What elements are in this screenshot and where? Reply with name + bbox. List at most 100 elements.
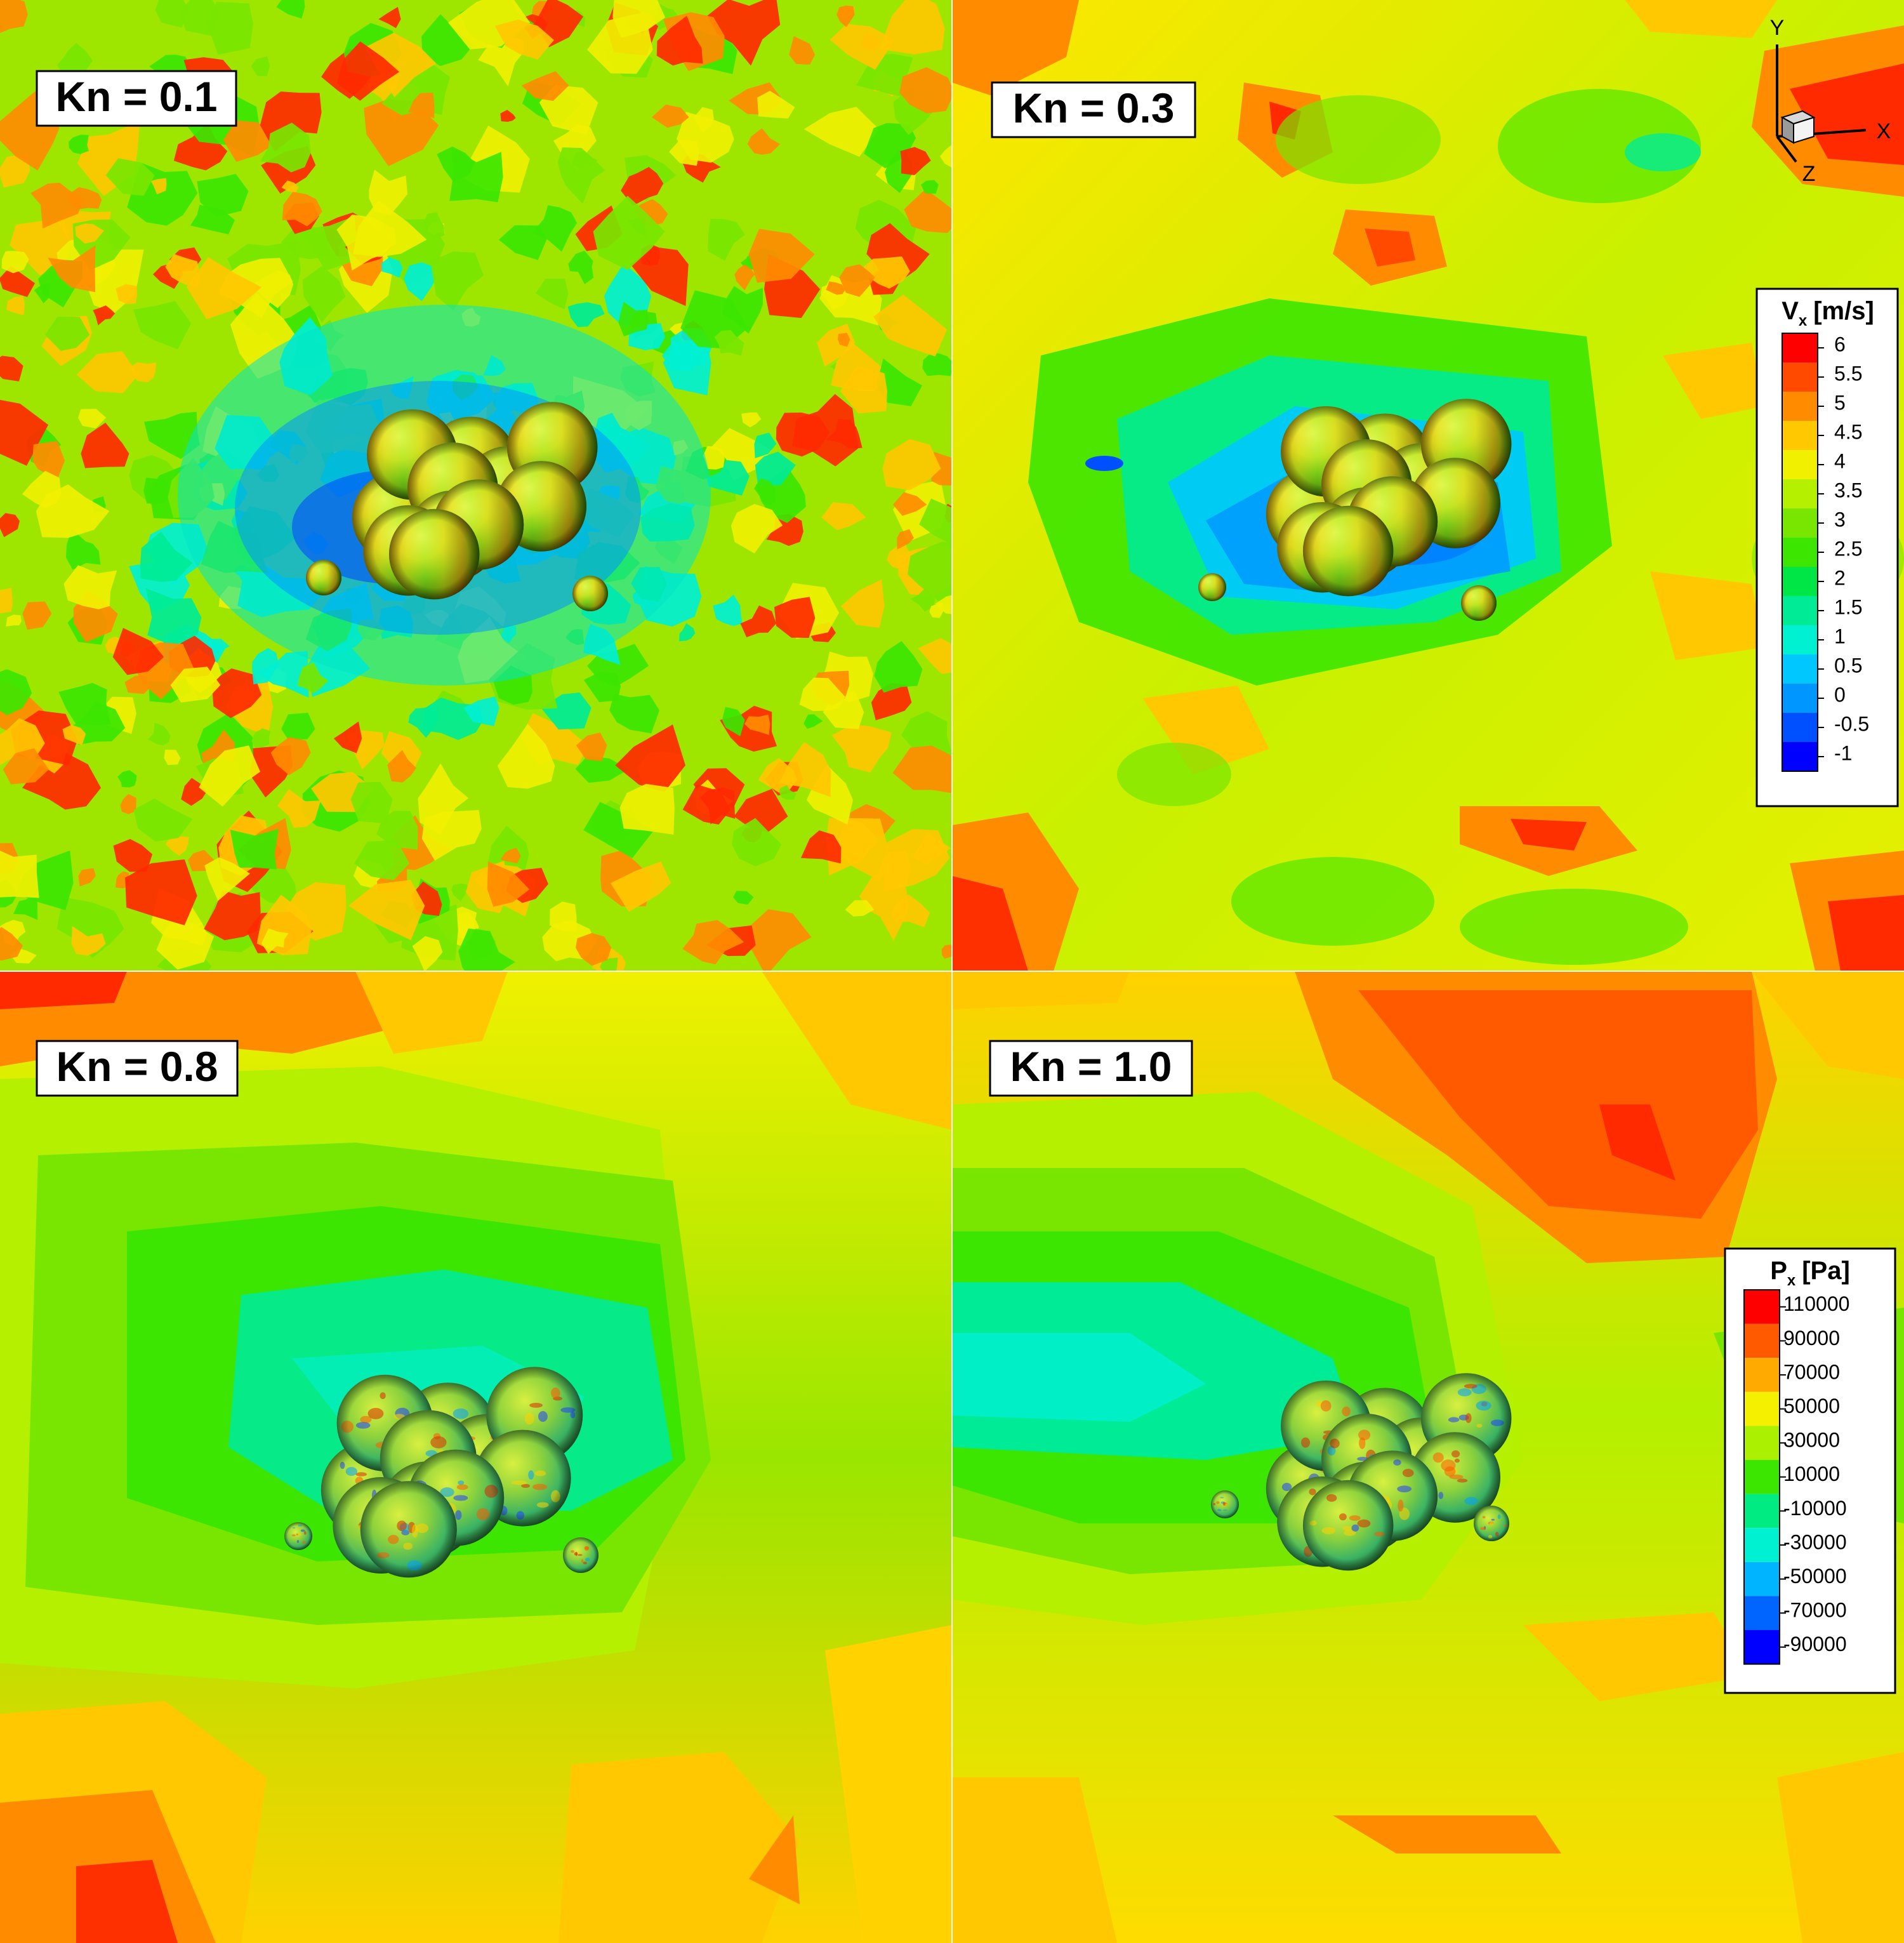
contour-patch (0, 153, 30, 188)
contour-patch (463, 696, 499, 726)
panel-title: Kn = 0.8 (56, 1043, 218, 1090)
contour-patch (113, 839, 153, 872)
z-axis-line (1776, 135, 1797, 163)
contour-patch (874, 640, 923, 693)
particle-sphere (1302, 1480, 1394, 1571)
contour-patch (276, 0, 305, 19)
contour-patch (871, 682, 912, 720)
contour-patch (900, 147, 931, 175)
contour-patch (270, 737, 311, 776)
legend-swatch (1782, 742, 1818, 771)
particle-sphere (388, 508, 480, 600)
contour-patch (120, 793, 136, 814)
contour-patch (81, 422, 129, 468)
legend-tick-label: 2.5 (1834, 538, 1862, 560)
contour-patch (839, 264, 875, 297)
contour-patch (840, 366, 887, 414)
contour-patch (899, 67, 952, 114)
legend-title: Px [Pa] (1770, 1257, 1850, 1289)
contour-patch (841, 579, 885, 628)
contour-patch (754, 432, 777, 458)
contour-patch (204, 890, 261, 941)
contour-patch (612, 0, 666, 38)
contour-patch (708, 218, 745, 261)
contour-patch (553, 124, 597, 171)
legend-swatch (1744, 1391, 1780, 1426)
contour-patch (164, 750, 181, 766)
legend-swatch (1782, 567, 1818, 596)
contour-patch (0, 588, 13, 614)
contour-patch (497, 724, 555, 789)
contour-patch (593, 196, 665, 270)
contour-patch (336, 41, 400, 101)
legend-swatch (1782, 479, 1818, 508)
legend-tick-label: 4 (1834, 450, 1846, 473)
legend-tick-label: 5.5 (1834, 362, 1862, 385)
contour-patch (939, 144, 952, 168)
contour-patch (260, 123, 311, 173)
contour-patch (412, 936, 443, 971)
legend-tick-label: -90000 (1783, 1633, 1847, 1655)
contour-patch (651, 104, 689, 128)
contour-patch (568, 250, 594, 284)
legend-swatch (1744, 1562, 1780, 1596)
contour-patch (13, 892, 38, 920)
contour-patch (251, 728, 271, 748)
contour-patch (78, 409, 107, 428)
pressure-legend: Px [Pa] 110000 90000 70000 50000 30000 10000 -1… (1724, 1247, 1896, 1694)
panel-title: Kn = 0.3 (1013, 84, 1175, 131)
contour-patch (935, 595, 952, 614)
legend-title: Vx [m/s] (1782, 297, 1874, 329)
contour-patch (803, 714, 823, 729)
panel-label-kn-1-0: Kn = 1.0 (989, 1040, 1193, 1097)
contour-patch (882, 439, 941, 491)
contour-patch (892, 492, 927, 516)
contour-patch (734, 788, 788, 833)
contour-patch (67, 187, 102, 210)
legend-swatch (1744, 1323, 1780, 1358)
contour-patch (703, 446, 725, 470)
z-axis-label: Z (1802, 162, 1816, 186)
contour-patch (125, 859, 197, 925)
contour-patch (204, 857, 250, 901)
contour-patch (733, 891, 754, 905)
contour-patch (261, 928, 289, 954)
legend-tick-label: 3 (1834, 508, 1846, 531)
contour-patch (76, 351, 138, 394)
legend-swatch (1782, 625, 1818, 654)
contour-patch (500, 847, 521, 864)
particle-cluster (1198, 399, 1512, 621)
legend-tick-label: 0.5 (1834, 654, 1862, 677)
legend-tick-label: 90000 (1783, 1327, 1840, 1349)
contour-patch (155, 0, 188, 28)
contour-patch (0, 851, 39, 898)
contour-patch (800, 830, 842, 864)
contour-patch (714, 329, 744, 356)
contour-patch (500, 110, 516, 122)
legend-swatch (1744, 1630, 1780, 1664)
contour-patch (0, 0, 28, 34)
contour-patch (734, 264, 755, 291)
contour-patch (1, 251, 29, 274)
contour-patch (838, 333, 850, 347)
contour-patch (56, 897, 124, 958)
contour-patch (583, 672, 621, 703)
contour-patch (774, 597, 816, 638)
legend-swatch (1744, 1426, 1780, 1460)
particle-sphere (360, 1481, 457, 1578)
contour-patch (611, 861, 671, 912)
contour-patch (252, 647, 279, 684)
contour-patch (803, 107, 879, 157)
contour-patch (883, 829, 950, 892)
contour-patch (747, 128, 781, 155)
panel-kn-0-1 (0, 0, 952, 971)
contour-patch (921, 180, 939, 194)
contour-patch (404, 262, 436, 302)
legend-swatch (1782, 654, 1818, 684)
contour-patch (532, 205, 578, 252)
contour-patch (879, 0, 945, 55)
panel-title: Kn = 1.0 (1010, 1043, 1172, 1090)
contour-patch (145, 588, 202, 647)
contour-patch (22, 601, 52, 630)
